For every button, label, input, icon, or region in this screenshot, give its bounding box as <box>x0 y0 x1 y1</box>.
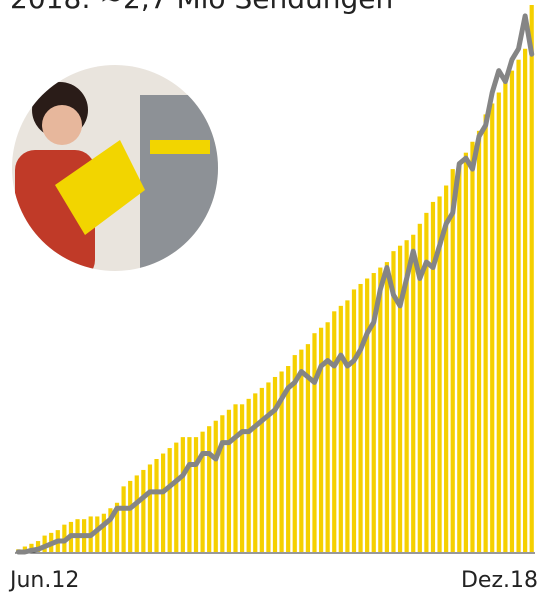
bar <box>108 508 113 552</box>
bar <box>266 382 271 552</box>
bar <box>371 273 376 552</box>
bar <box>279 371 284 552</box>
bar <box>358 283 363 552</box>
bar <box>272 376 278 552</box>
bar <box>246 398 251 552</box>
bar <box>213 420 218 552</box>
bar <box>318 327 324 552</box>
bar <box>167 448 172 552</box>
bar <box>253 393 258 552</box>
bar <box>509 70 515 552</box>
bar <box>417 223 422 553</box>
bar <box>187 437 192 552</box>
bar <box>404 240 409 552</box>
bar <box>384 262 390 552</box>
bar <box>134 475 139 552</box>
bar <box>154 459 159 552</box>
x-tick-label: Dez.18 <box>461 568 538 593</box>
bar <box>259 387 264 552</box>
bar <box>200 431 205 552</box>
bar <box>351 289 357 552</box>
bar <box>286 366 291 552</box>
chart-title: 2018: ~2,7 Mio Sendungen <box>10 0 393 15</box>
bar <box>338 305 343 552</box>
bar <box>22 546 27 552</box>
bar <box>312 333 317 552</box>
bar <box>463 152 468 552</box>
bar <box>378 267 383 552</box>
bar <box>450 169 455 552</box>
bar <box>207 426 212 552</box>
bar <box>430 201 436 553</box>
bar <box>128 480 133 552</box>
bar <box>516 59 521 552</box>
bar <box>457 163 462 552</box>
bar <box>332 311 337 552</box>
bar <box>470 141 475 552</box>
bar <box>147 464 153 552</box>
bar <box>529 5 534 552</box>
bar <box>141 469 146 552</box>
bar <box>490 103 495 553</box>
bar <box>476 130 482 552</box>
bar <box>160 453 166 552</box>
bar <box>114 502 120 552</box>
bar <box>444 185 449 552</box>
x-tick-label: Jun.12 <box>8 568 79 593</box>
bar <box>437 196 442 552</box>
bar <box>365 278 370 552</box>
bar <box>391 251 396 552</box>
bar <box>180 437 185 552</box>
bar <box>239 404 245 552</box>
bar <box>424 212 429 553</box>
bar <box>220 415 225 552</box>
bar <box>299 349 304 552</box>
bar <box>325 322 330 552</box>
bar <box>121 486 126 552</box>
bar <box>193 437 199 552</box>
bar <box>35 541 41 552</box>
bar <box>397 245 403 552</box>
bar <box>345 300 350 552</box>
bar <box>483 114 488 553</box>
bar <box>101 513 106 552</box>
bar <box>226 409 232 552</box>
bar <box>305 344 311 552</box>
bar <box>496 92 501 553</box>
bar <box>42 535 47 552</box>
photo <box>12 65 218 271</box>
line <box>15 13 535 555</box>
bar <box>174 442 179 552</box>
bar <box>95 516 100 552</box>
bar <box>523 48 528 552</box>
bar <box>292 355 297 552</box>
bar <box>503 81 508 552</box>
bar <box>411 234 416 553</box>
bar <box>233 404 238 552</box>
